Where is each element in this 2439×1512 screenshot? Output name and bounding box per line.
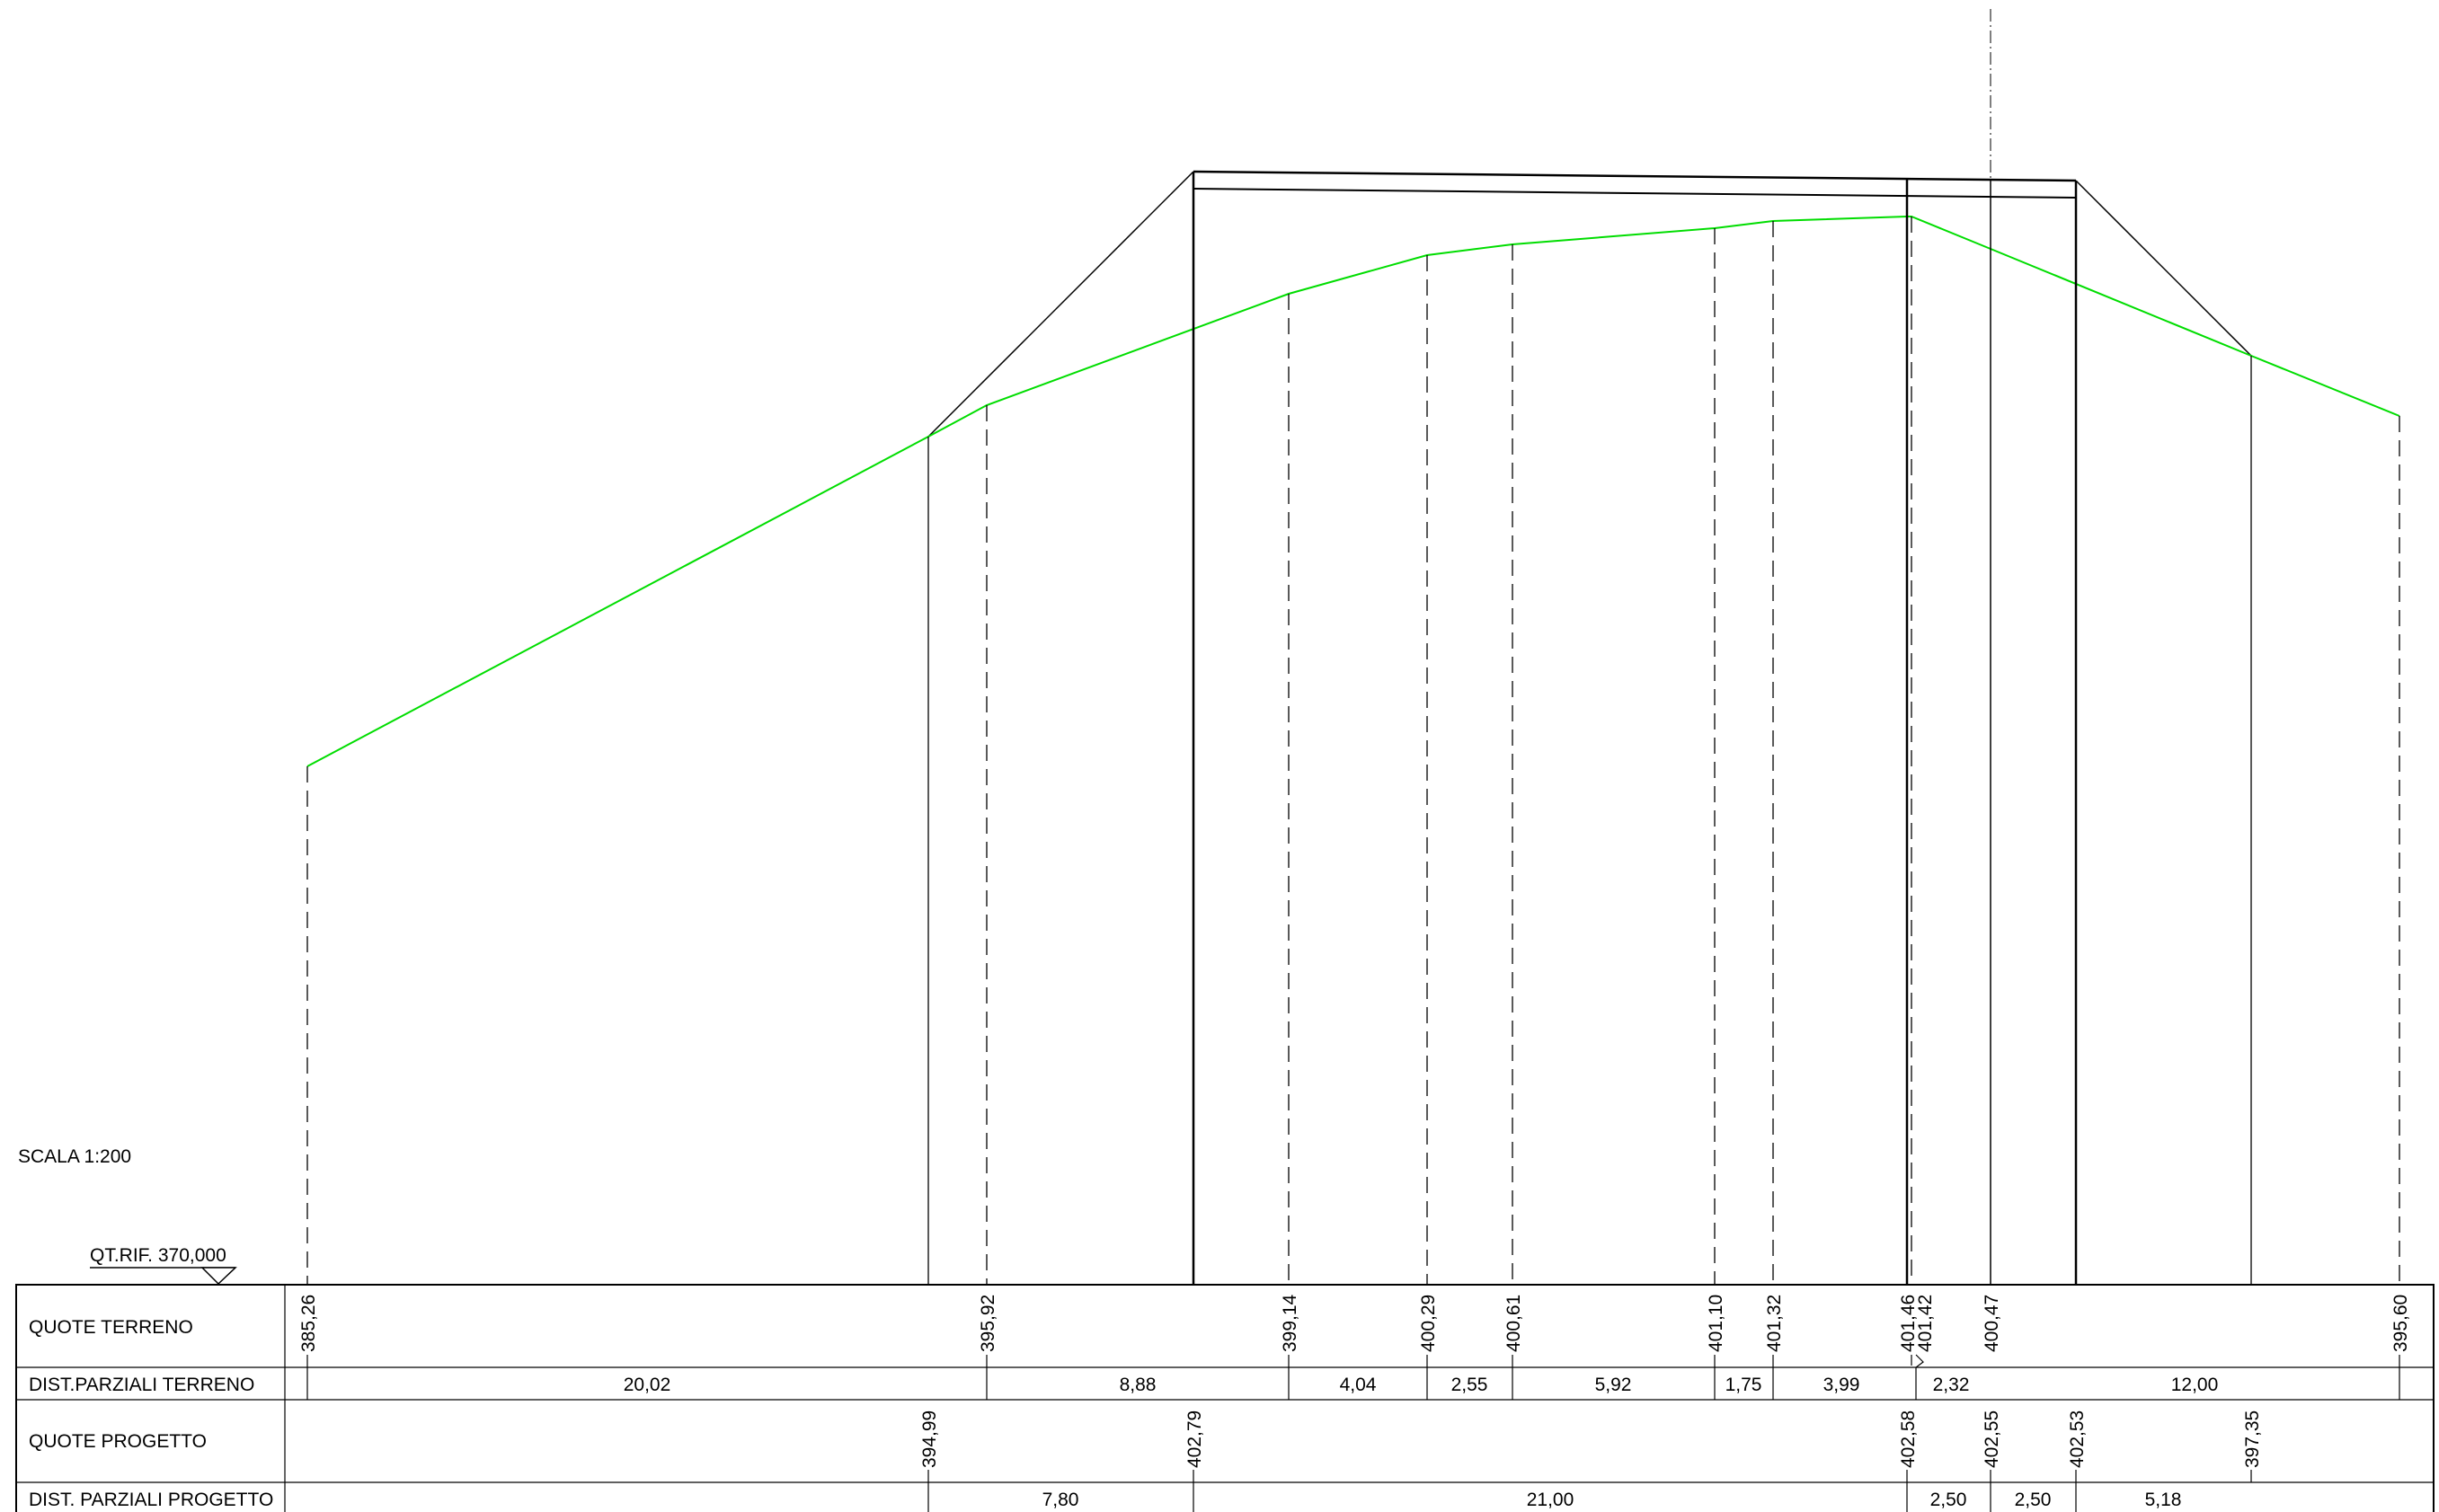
dist-terreno-value: 5,92 — [1595, 1375, 1632, 1395]
quote-terreno-value: 401,32 — [1764, 1295, 1785, 1352]
quote-progetto-value: 402,53 — [2067, 1410, 2088, 1468]
design-left-slope — [927, 171, 1194, 438]
quote-progetto-value: 402,55 — [1982, 1410, 2002, 1468]
scale-label: SCALA 1:200 — [18, 1146, 131, 1167]
design-profile — [927, 170, 2252, 438]
quote-terreno-value: 385,26 — [298, 1295, 319, 1352]
quote-progetto-ticks — [927, 1470, 2252, 1512]
dist-terreno-value: 2,55 — [1451, 1375, 1488, 1395]
dist-progetto-value: 2,50 — [1930, 1490, 1967, 1510]
quote-terreno-value: 399,14 — [1280, 1294, 1300, 1352]
dist-progetto-value: 5,18 — [2145, 1490, 2182, 1510]
quote-terreno-value: 395,92 — [978, 1295, 998, 1352]
row-label-dist-parziali-progetto: DIST. PARZIALI PROGETTO — [29, 1490, 273, 1510]
quote-terreno-value: 401,42 — [1915, 1295, 1936, 1352]
quote-progetto-value: 394,99 — [919, 1410, 940, 1468]
quote-terreno-value: 400,61 — [1503, 1295, 1524, 1352]
row-label-dist-parziali-terreno: DIST.PARZIALI TERRENO — [29, 1375, 254, 1395]
quote-progetto-value: 397,35 — [2242, 1410, 2263, 1468]
dist-terreno-value: 4,04 — [1340, 1375, 1377, 1395]
dist-progetto-value: 2,50 — [2015, 1490, 2052, 1510]
quote-progetto-value: 402,79 — [1184, 1410, 1205, 1468]
dist-progetto-value: 7,80 — [1042, 1490, 1079, 1510]
quote-terreno-value: 401,46 — [1898, 1295, 1919, 1352]
row-label-quote-terreno: QUOTE TERRENO — [29, 1317, 193, 1338]
reference-level-label: QT.RIF. 370,000 — [90, 1245, 226, 1266]
quote-terreno-value: 401,10 — [1706, 1295, 1726, 1352]
row-label-quote-progetto: QUOTE PROGETTO — [29, 1431, 207, 1452]
table-border — [15, 1284, 2435, 1512]
profile-table: QUOTE TERRENO DIST.PARZIALI TERRENO QUOT… — [15, 1284, 2435, 1512]
design-station-lines — [927, 172, 2252, 1285]
reference-triangle — [200, 1267, 237, 1286]
terrain-station-lines — [306, 217, 2400, 1285]
quote-terreno-value: 395,60 — [2390, 1295, 2411, 1352]
quote-terreno-value: 400,47 — [1982, 1295, 2002, 1352]
reference-level-marker: QT.RIF. 370,000 — [90, 1245, 237, 1286]
dist-terreno-value: 8,88 — [1120, 1375, 1157, 1395]
terrain-profile-line — [306, 216, 2400, 767]
quote-terreno-value: 400,29 — [1418, 1295, 1439, 1352]
dist-terreno-value: 20,02 — [624, 1375, 671, 1395]
design-right-slope — [2075, 180, 2252, 357]
dist-terreno-value: 12,00 — [2171, 1375, 2219, 1395]
dist-terreno-value: 2,32 — [1933, 1375, 1970, 1395]
quote-progetto-value: 402,58 — [1898, 1410, 1919, 1468]
dist-progetto-value: 21,00 — [1527, 1490, 1574, 1510]
design-inner-line — [1193, 188, 2077, 199]
leader-tick — [1915, 1354, 1924, 1400]
quote-terreno-ticks — [306, 1354, 2400, 1400]
dist-terreno-value: 1,75 — [1725, 1375, 1762, 1395]
design-top-line — [1193, 170, 2077, 182]
dist-terreno-value: 3,99 — [1823, 1375, 1860, 1395]
